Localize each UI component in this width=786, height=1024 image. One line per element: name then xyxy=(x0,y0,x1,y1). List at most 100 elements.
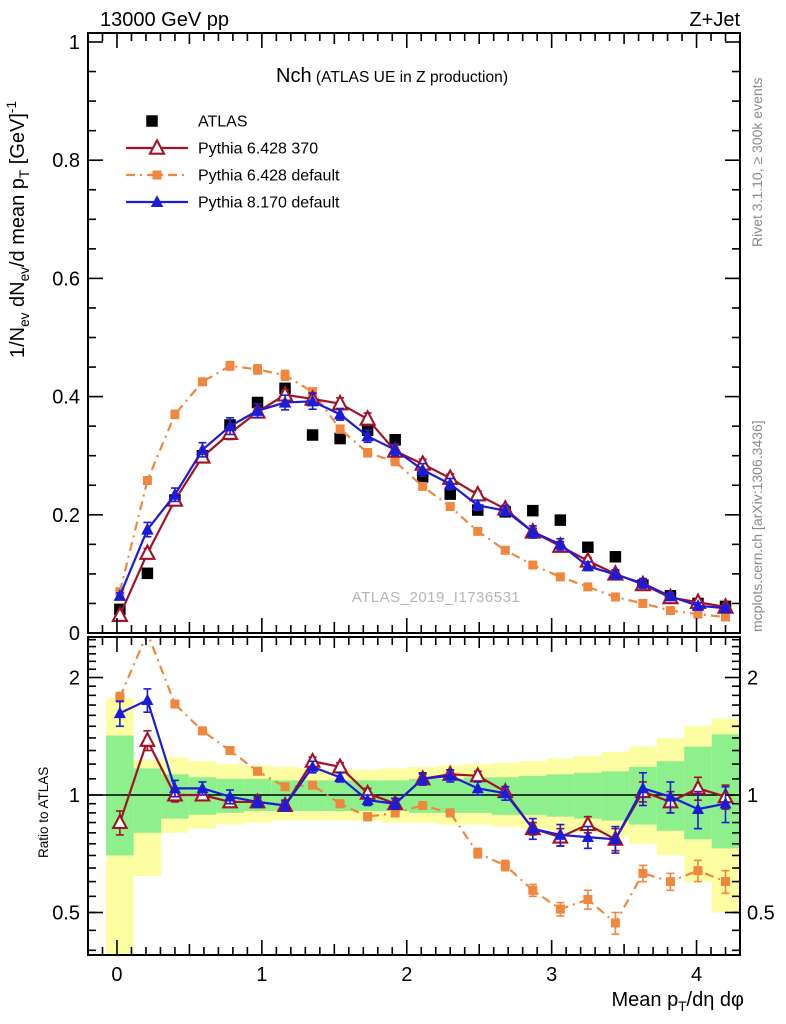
main-marker-py6_def xyxy=(665,606,675,616)
main-marker-py6_def xyxy=(445,502,455,512)
y-ratio-tick-label-right: 0.5 xyxy=(747,903,775,925)
main-frame xyxy=(87,32,741,634)
main-marker-py6_370 xyxy=(111,605,129,622)
main-marker-atlas xyxy=(389,433,401,446)
ratio-marker-py8_def xyxy=(168,781,181,794)
main-marker-py8_def xyxy=(361,429,374,442)
plot-title-text: Nch (ATLAS UE in Z production) xyxy=(276,65,508,87)
ratio-marker-py6_def xyxy=(693,866,703,876)
x-tick-label: 0 xyxy=(111,964,122,986)
main-line-py6_def xyxy=(118,364,726,619)
main-marker-atlas xyxy=(444,488,456,500)
ratio-marker-py8_def xyxy=(636,781,649,794)
main-marker-py6_def xyxy=(473,526,483,536)
legend-marker-py6_def xyxy=(152,170,162,180)
main-marker-py6_def xyxy=(693,609,703,619)
ratio-marker-py8_def xyxy=(334,770,347,783)
legend-marker-py8_def xyxy=(150,195,164,208)
ratio-marker-py8_def xyxy=(526,822,539,834)
x-tick-label: 3 xyxy=(546,964,557,986)
ratio-marker-py6_def xyxy=(390,808,400,818)
main-marker-py8_def xyxy=(113,588,127,601)
main-marker-py8_def xyxy=(526,525,540,537)
y-main-tick-label: 0.6 xyxy=(52,268,80,290)
ratio-line-py6_def xyxy=(118,638,726,925)
legend-item-py8_def: Pythia 8.170 default xyxy=(126,195,340,212)
main-marker-py8_def xyxy=(416,463,429,475)
ratio-marker-py8_def xyxy=(223,790,236,802)
main-marker-py6_def xyxy=(335,424,345,434)
main-marker-py6_def xyxy=(500,545,510,555)
main-marker-py8_def xyxy=(278,395,292,408)
main-y-axis-title: 1/Nev​ dNev​/d mean pT​ [GeV]-1​ xyxy=(4,101,32,358)
main-marker-py8_def xyxy=(609,567,622,580)
main-marker-atlas xyxy=(416,471,429,483)
ratio-marker-py8_def xyxy=(664,790,677,802)
main-series xyxy=(111,360,735,622)
y-ratio-tick-label-right: 1 xyxy=(747,785,758,807)
main-marker-py8_def xyxy=(443,477,457,490)
main-marker-py6_def xyxy=(583,582,593,592)
y-ratio-tick-label-right: 2 xyxy=(747,668,758,690)
main-marker-py6_def xyxy=(418,481,428,491)
y-main-tick-label: 0 xyxy=(69,623,80,645)
legend-item-py6_def: Pythia 6.428 default xyxy=(126,168,340,185)
ratio-marker-py6_def xyxy=(170,699,180,709)
main-marker-atlas xyxy=(554,514,567,526)
ratio-marker-py6_def xyxy=(528,885,538,895)
ratio-marker-py6_def xyxy=(335,799,345,809)
y-ratio-tick-label-left: 2 xyxy=(69,668,80,690)
ratio-marker-py8_def xyxy=(196,781,209,794)
plot-title: Nch (ATLAS UE in Z production) xyxy=(276,65,508,87)
main-line-py8_def xyxy=(118,400,726,610)
y-main-tick-label: 0.4 xyxy=(52,387,80,409)
main-marker-py6_def xyxy=(253,364,263,374)
x-tick-label: 2 xyxy=(401,964,412,986)
main-marker-py8_def xyxy=(223,419,237,432)
y-ratio-tick-label-left: 1 xyxy=(69,785,80,807)
ratio-marker-py8_def xyxy=(251,795,264,807)
ratio-marker-py6_370 xyxy=(111,812,129,830)
y-main-tick-label: 0.2 xyxy=(52,505,80,527)
side-note-mcplots: mcplots.cern.ch [arXiv:1306.3436] xyxy=(749,420,765,632)
main-marker-py8_def xyxy=(333,407,347,420)
band-green-bin xyxy=(601,771,630,821)
main-marker-atlas xyxy=(609,551,622,563)
legend-label-py6_370: Pythia 6.428 370 xyxy=(198,141,318,158)
main-marker-py6_def xyxy=(555,572,565,582)
main-marker-py8_def xyxy=(581,559,595,572)
ratio-marker-py6_def xyxy=(473,848,483,858)
legend-item-py6_370: Pythia 6.428 370 xyxy=(126,138,318,158)
ratio-marker-py6_def xyxy=(610,918,620,928)
main-marker-py8_def xyxy=(141,522,154,535)
main-marker-py6_def xyxy=(363,448,373,458)
ratio-marker-py8_def xyxy=(306,760,319,772)
axes-and-frames: 0 1 2 3 4 0 0.2 0.4 0.6 0.8 1 0.5 0.5 1 1 2 2 xyxy=(52,32,775,986)
ratio-series-py8_def xyxy=(113,688,732,854)
ratio-marker-py8_def xyxy=(113,706,126,719)
main-marker-atlas xyxy=(334,432,346,445)
ratio-uncertainty-bands xyxy=(106,698,739,954)
main-marker-atlas xyxy=(527,504,539,517)
ratio-frame xyxy=(87,636,741,956)
ratio-marker-py6_def xyxy=(500,860,510,870)
ratio-axis-title: Ratio to ATLAS xyxy=(36,767,51,858)
ratio-marker-py8_def xyxy=(416,772,429,784)
main-marker-py8_def xyxy=(636,576,650,589)
main-marker-py8_def xyxy=(499,503,512,516)
x-axis-title: Mean pT​/dη dφ xyxy=(612,989,745,1014)
main-marker-py8_def xyxy=(168,487,182,500)
x-axis-title-text: Mean pT​/dη dφ xyxy=(612,989,745,1014)
main-marker-py6_def xyxy=(170,409,180,419)
ratio-marker-py6_def xyxy=(445,808,455,818)
ratio-marker-py6_def xyxy=(280,782,290,792)
main-marker-py6_def xyxy=(225,361,235,371)
ratio-series xyxy=(89,638,739,935)
side-note-rivet: Rivet 3.1.10, ≥ 300k events xyxy=(749,77,765,247)
main-marker-py6_def xyxy=(142,476,152,486)
ratio-marker-py6_def xyxy=(225,746,235,756)
main-marker-py6_370 xyxy=(469,484,487,502)
band-green-bin xyxy=(436,778,464,813)
